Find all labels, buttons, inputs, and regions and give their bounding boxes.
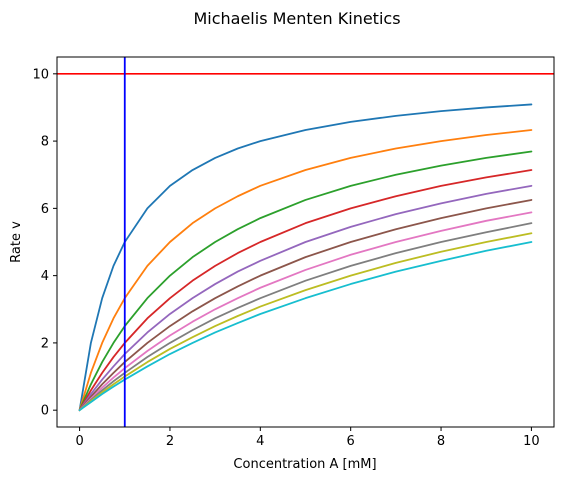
x-tick-label: 0 [75,434,83,449]
series-line-4 [78,169,533,412]
series-line-7 [78,211,533,412]
series-line-3 [78,150,533,412]
chart-title: Michaelis Menten Kinetics [193,9,400,28]
x-axis-ticks: 0 2 4 6 8 10 [75,427,540,449]
series-line-1 [78,103,533,412]
y-tick-label: 0 [41,404,49,419]
plot-frame [56,56,555,428]
x-axis-label: Concentration A [mM] [233,457,376,472]
reference-lines [57,57,554,427]
x-tick-label: 6 [347,434,355,449]
y-tick-label: 6 [41,202,49,217]
y-tick-label: 4 [41,269,49,284]
series-line-8 [78,222,533,412]
series-line-6 [78,199,533,412]
y-tick-label: 8 [41,135,49,150]
x-tick-label: 2 [166,434,174,449]
series-line-2 [78,129,533,412]
series-line-10 [78,241,533,412]
x-tick-label: 4 [256,434,264,449]
series-line-5 [78,184,533,412]
y-tick-label: 10 [32,67,49,82]
y-axis-label: Rate v [9,221,24,263]
y-axis-ticks: 0 2 4 6 8 10 [32,67,57,419]
x-tick-label: 10 [523,434,540,449]
series-lines [78,103,533,412]
y-tick-label: 2 [41,336,49,351]
x-tick-label: 8 [437,434,445,449]
series-line-9 [78,232,533,412]
